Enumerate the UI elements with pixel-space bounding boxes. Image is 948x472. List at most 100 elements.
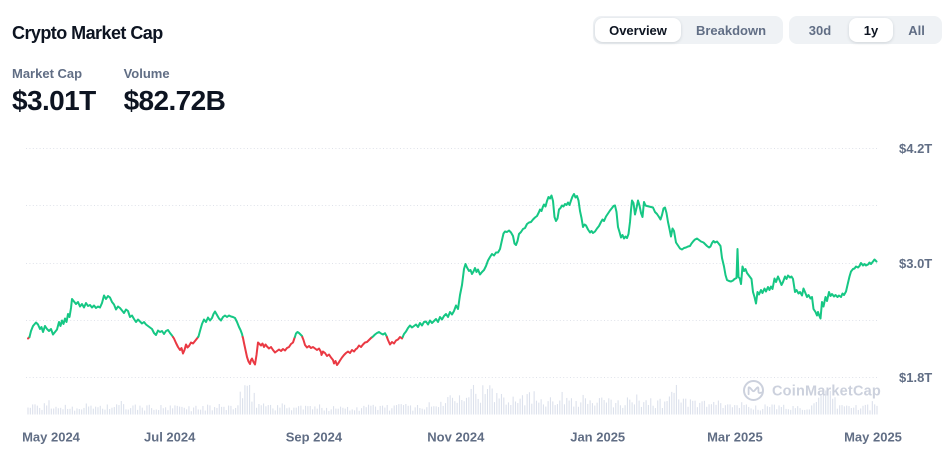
volume-bar	[556, 404, 559, 415]
volume-bar	[179, 406, 181, 415]
volume-bar	[148, 404, 150, 415]
volume-bar	[654, 408, 656, 415]
volume-bar	[374, 406, 377, 415]
volume-bar	[832, 398, 834, 415]
volume-bar	[181, 406, 183, 415]
volume-bar	[27, 407, 29, 415]
volume-bar	[419, 408, 421, 415]
volume-bar	[195, 405, 197, 415]
volume-bar	[46, 405, 48, 415]
volume-bar	[120, 401, 122, 415]
volume-bar	[221, 406, 223, 415]
market-cap-chart[interactable]: $4.2T $3.0T $1.8T May 2024 Jul 2024 Sep 2024 N…	[0, 130, 948, 472]
volume-bar	[370, 405, 372, 415]
toggle-overview[interactable]: Overview	[595, 18, 681, 42]
volume-bar	[549, 397, 552, 415]
volume-bar	[430, 406, 433, 415]
volume-bar	[580, 402, 582, 415]
volume-bar	[305, 405, 307, 415]
volume-bar	[528, 392, 531, 415]
volume-bar	[568, 400, 570, 415]
volume-bar	[188, 406, 190, 415]
chart-canvas[interactable]: $4.2T $3.0T $1.8T May 2024 Jul 2024 Sep 2024 N…	[0, 130, 948, 472]
volume-bar	[85, 403, 87, 415]
volume-bar	[279, 407, 281, 415]
price-line-down-segment	[385, 336, 404, 346]
toggle-breakdown[interactable]: Breakdown	[681, 18, 781, 42]
volume-bar	[673, 392, 675, 415]
volume-bar	[645, 400, 647, 415]
range-30d[interactable]: 30d	[791, 18, 849, 42]
volume-bar	[346, 406, 349, 415]
volume-bar	[358, 410, 360, 415]
volume-bar	[256, 407, 258, 415]
volume-bar	[864, 404, 866, 415]
price-line	[27, 193, 878, 366]
volume-bar	[727, 404, 729, 415]
volume-bar	[750, 408, 752, 415]
volume-bar	[582, 394, 584, 415]
volume-bar	[409, 405, 412, 415]
volume-bar	[69, 408, 71, 415]
volume-bar	[349, 410, 351, 415]
volume-bar	[668, 396, 670, 415]
volume-bar	[92, 408, 94, 415]
price-line-up-segment	[28, 294, 174, 338]
watermark: CoinMarketCap	[743, 380, 881, 401]
volume-bar	[218, 403, 220, 415]
volume-bar	[118, 405, 120, 415]
stat-volume: Volume $82.72B	[124, 66, 226, 115]
volume-bar	[801, 409, 803, 415]
volume-bar	[524, 405, 526, 415]
volume-bar	[141, 407, 143, 415]
volume-bar	[573, 406, 575, 415]
range-1y[interactable]: 1y	[849, 18, 893, 42]
volume-bar	[435, 406, 437, 415]
volume-bar	[71, 406, 73, 415]
volume-bar	[197, 409, 199, 415]
volume-bar	[379, 405, 381, 415]
volume-bar	[29, 407, 31, 415]
volume-bar	[745, 404, 747, 415]
volume-bar	[391, 408, 393, 415]
chart-controls: Overview Breakdown 30d 1y All	[593, 16, 942, 44]
volume-bar	[449, 395, 451, 415]
volume-bar	[274, 410, 276, 415]
volume-bar	[479, 402, 482, 415]
price-line-up-segment	[371, 331, 388, 338]
volume-bar	[566, 397, 568, 415]
volume-bar	[316, 408, 318, 415]
volume-bar	[570, 398, 572, 415]
y-axis-label: $4.2T	[899, 141, 932, 156]
volume-bar	[652, 405, 654, 415]
volume-bar	[535, 400, 538, 415]
volume-bar	[286, 408, 288, 415]
price-line-up-segment	[293, 331, 304, 338]
volume-bar	[207, 404, 209, 415]
volume-bar	[787, 409, 789, 415]
volume-bar	[104, 409, 106, 415]
volume-value: $82.72B	[123, 85, 226, 116]
volume-bar	[139, 405, 141, 415]
volume-bar	[468, 397, 470, 415]
volume-bar	[90, 405, 92, 415]
volume-bar	[636, 394, 638, 415]
volume-bar	[428, 402, 430, 415]
volume-bar	[759, 410, 761, 415]
volume-bar	[328, 411, 330, 415]
volume-bar	[855, 405, 857, 415]
volume-bar	[321, 407, 323, 415]
volume-bar	[792, 406, 794, 415]
volume-bar	[517, 403, 519, 415]
volume-bar	[225, 410, 227, 415]
volume-bar	[232, 409, 234, 415]
volume-bar	[603, 400, 605, 415]
range-all[interactable]: All	[893, 18, 940, 42]
volume-bar	[647, 405, 649, 415]
volume-bar	[60, 407, 62, 415]
volume-bar	[367, 404, 370, 415]
volume-bar	[176, 405, 178, 415]
volume-bar	[825, 390, 827, 415]
volume-bar	[144, 410, 146, 415]
volume-bar	[715, 404, 717, 415]
